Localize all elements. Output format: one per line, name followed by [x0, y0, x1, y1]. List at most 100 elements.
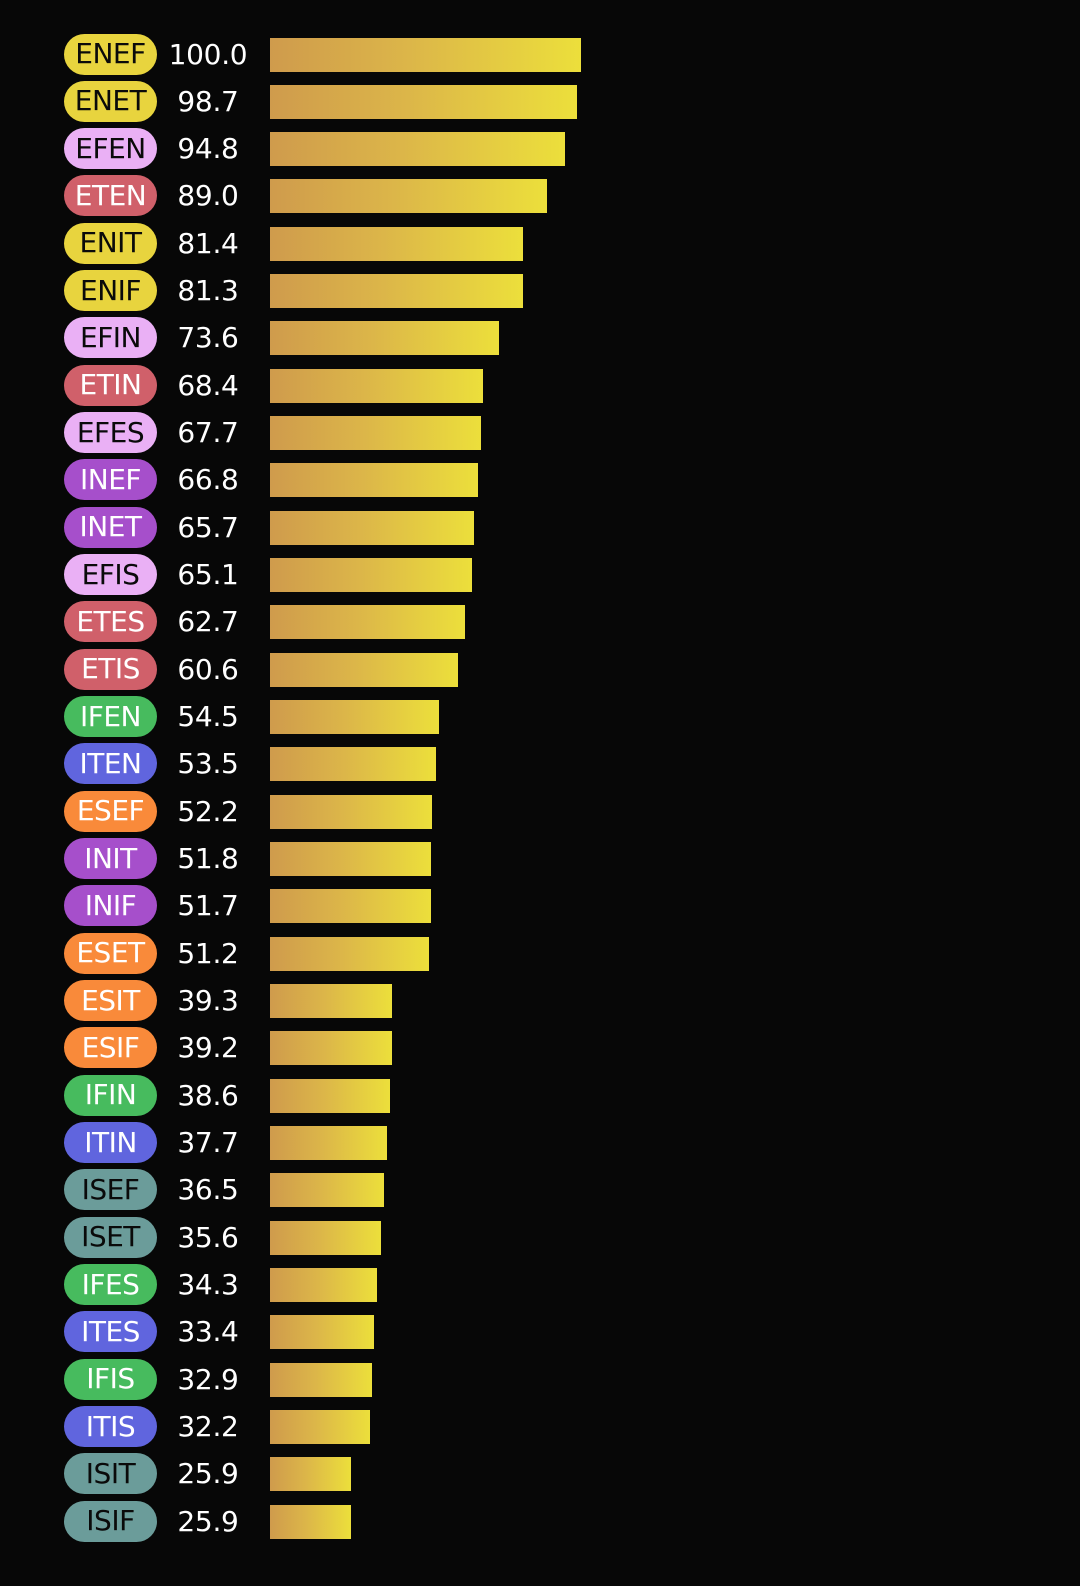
- category-label: INIF: [64, 885, 157, 927]
- bar-row: ESEF 52.2: [0, 788, 1080, 835]
- bar-row: EFES 67.7: [0, 409, 1080, 456]
- category-label: IFEN: [64, 696, 157, 738]
- bar: [270, 889, 431, 924]
- bar-row: ESET 51.2: [0, 930, 1080, 977]
- value-label: 89.0: [177, 179, 239, 213]
- category-label: INIT: [64, 838, 157, 880]
- bar: [270, 1457, 351, 1492]
- bar-row: EFIN 73.6: [0, 314, 1080, 361]
- value-label: 65.7: [177, 510, 239, 544]
- bar-row: ITEN 53.5: [0, 740, 1080, 787]
- bar-row: ISIF 25.9: [0, 1498, 1080, 1545]
- bar: [270, 132, 565, 167]
- category-label: ISIF: [64, 1500, 157, 1542]
- category-label: ETIS: [64, 648, 157, 690]
- category-label: ENIT: [64, 222, 157, 264]
- value-label: 68.4: [177, 368, 239, 402]
- category-label: ISIT: [64, 1453, 157, 1495]
- category-label: ETES: [64, 601, 157, 643]
- value-label: 66.8: [177, 463, 239, 497]
- category-label: EFIS: [64, 554, 157, 596]
- value-label: 100.0: [168, 37, 248, 71]
- value-label: 25.9: [177, 1504, 239, 1538]
- bar-row: IFES 34.3: [0, 1261, 1080, 1308]
- category-label: IFES: [64, 1264, 157, 1306]
- value-label: 25.9: [177, 1457, 239, 1491]
- category-label: ISET: [64, 1216, 157, 1258]
- bar-row: ENIF 81.3: [0, 267, 1080, 314]
- bar: [270, 605, 465, 640]
- bar: [270, 274, 523, 309]
- category-label: EFES: [64, 412, 157, 454]
- bar-row: ETIS 60.6: [0, 646, 1080, 693]
- value-label: 81.3: [177, 274, 239, 308]
- category-label: ETEN: [64, 175, 157, 217]
- value-label: 51.8: [177, 842, 239, 876]
- bar-row: ETEN 89.0: [0, 172, 1080, 219]
- bar: [270, 984, 393, 1019]
- value-label: 32.9: [177, 1362, 239, 1396]
- value-label: 54.5: [177, 700, 239, 734]
- bar: [270, 700, 440, 735]
- category-label: ESIT: [64, 980, 157, 1022]
- value-label: 32.2: [177, 1410, 239, 1444]
- bar: [270, 1126, 388, 1161]
- bar-row: ITIS 32.2: [0, 1403, 1080, 1450]
- category-label: ITEN: [64, 743, 157, 785]
- bar: [270, 558, 473, 593]
- bar-row: ITIN 37.7: [0, 1119, 1080, 1166]
- bar: [270, 1362, 373, 1397]
- category-label: ESEF: [64, 790, 157, 832]
- bar-row: ESIF 39.2: [0, 1024, 1080, 1071]
- category-label: INEF: [64, 459, 157, 501]
- value-label: 39.2: [177, 1031, 239, 1065]
- bar-row: EFEN 94.8: [0, 125, 1080, 172]
- value-label: 73.6: [177, 321, 239, 355]
- bar-row: ETIN 68.4: [0, 362, 1080, 409]
- bar-row: ENET 98.7: [0, 78, 1080, 125]
- bar-row: EFIS 65.1: [0, 551, 1080, 598]
- value-label: 39.3: [177, 984, 239, 1018]
- value-label: 51.7: [177, 889, 239, 923]
- bar: [270, 1315, 374, 1350]
- value-label: 81.4: [177, 226, 239, 260]
- value-label: 98.7: [177, 84, 239, 118]
- bar: [270, 368, 483, 403]
- bar: [270, 936, 430, 971]
- bar: [270, 842, 432, 877]
- bar-row: ENIT 81.4: [0, 220, 1080, 267]
- bar: [270, 463, 478, 498]
- bar-row: ISIT 25.9: [0, 1450, 1080, 1497]
- value-label: 65.1: [177, 558, 239, 592]
- value-label: 51.2: [177, 936, 239, 970]
- category-label: EFIN: [64, 317, 157, 359]
- bar: [270, 1410, 371, 1445]
- value-label: 35.6: [177, 1220, 239, 1254]
- bar-row: ETES 62.7: [0, 598, 1080, 645]
- value-label: 53.5: [177, 747, 239, 781]
- bar: [270, 1268, 377, 1303]
- category-label: IFIN: [64, 1074, 157, 1116]
- bar-row: INIT 51.8: [0, 835, 1080, 882]
- category-label: INET: [64, 506, 157, 548]
- bar: [270, 84, 577, 119]
- category-label: ETIN: [64, 364, 157, 406]
- value-label: 33.4: [177, 1315, 239, 1349]
- category-label: ITIS: [64, 1406, 157, 1448]
- value-label: 34.3: [177, 1268, 239, 1302]
- bar-row: INIF 51.7: [0, 882, 1080, 929]
- category-label: ITES: [64, 1311, 157, 1353]
- bar-row: ISEF 36.5: [0, 1166, 1080, 1213]
- bar-row: ESIT 39.3: [0, 977, 1080, 1024]
- category-label: ESET: [64, 932, 157, 974]
- bar: [270, 416, 481, 451]
- bar: [270, 652, 459, 687]
- bar-row: ISET 35.6: [0, 1214, 1080, 1261]
- category-label: ITIN: [64, 1122, 157, 1164]
- value-label: 62.7: [177, 605, 239, 639]
- value-label: 60.6: [177, 652, 239, 686]
- bar: [270, 1031, 392, 1066]
- bar: [270, 747, 437, 782]
- bar-row: INEF 66.8: [0, 456, 1080, 503]
